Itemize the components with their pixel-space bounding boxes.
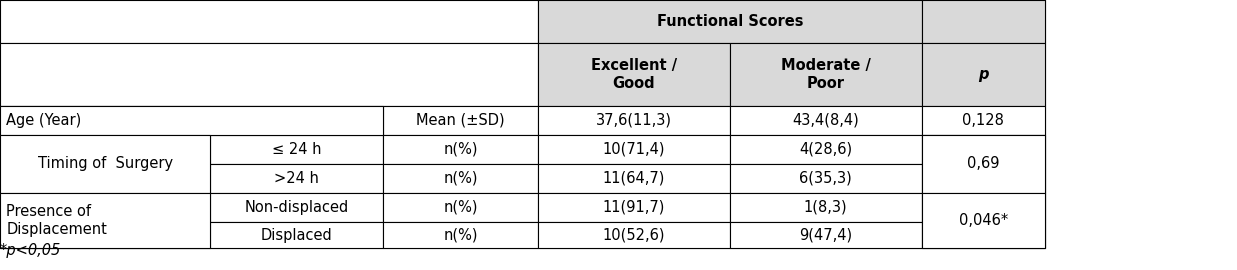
Bar [210,193,383,222]
Bar [0,135,210,193]
Text: 11(91,7): 11(91,7) [602,200,666,215]
Bar [538,135,730,164]
Text: Mean (±SD): Mean (±SD) [417,113,505,128]
Text: Timing of  Surgery: Timing of Surgery [37,156,173,171]
Bar [0,43,538,106]
Text: 43,4(8,4): 43,4(8,4) [793,113,858,128]
Text: 0,69: 0,69 [967,156,999,171]
Text: >24 h: >24 h [275,171,319,186]
Text: 10(52,6): 10(52,6) [602,228,666,243]
Bar [210,164,383,193]
Bar [538,222,730,248]
Bar [538,43,730,106]
Text: n(%): n(%) [444,142,477,157]
Text: Excellent /
Good: Excellent / Good [591,58,677,91]
Text: 11(64,7): 11(64,7) [602,171,666,186]
Text: 6(35,3): 6(35,3) [799,171,852,186]
Bar [0,135,210,164]
Text: Displaced: Displaced [261,228,333,243]
Text: 4(28,6): 4(28,6) [799,142,852,157]
Bar [538,193,730,222]
Bar [922,135,1045,193]
Bar [0,222,210,248]
Bar [730,222,922,248]
Text: Non-displaced: Non-displaced [245,200,349,215]
Text: n(%): n(%) [444,171,477,186]
Bar [383,106,538,135]
Text: n(%): n(%) [444,228,477,243]
Bar [383,222,538,248]
Bar [922,106,1045,135]
Text: 10(71,4): 10(71,4) [602,142,666,157]
Bar [0,0,538,43]
Bar [730,164,922,193]
Bar [538,164,730,193]
Bar [922,43,1045,106]
Bar [0,193,210,248]
Text: p: p [978,67,988,82]
Bar [922,193,1045,248]
Bar [0,106,383,135]
Text: Presence of
Displacement: Presence of Displacement [6,204,108,237]
Bar [383,135,538,164]
Bar [383,193,538,222]
Bar [730,106,922,135]
Bar [210,222,383,248]
Text: *p<0,05: *p<0,05 [0,243,62,258]
Text: ≤ 24 h: ≤ 24 h [272,142,322,157]
Bar [922,164,1045,193]
Bar [0,193,210,222]
Bar [730,135,922,164]
Bar [210,106,383,135]
Bar [210,135,383,164]
Bar [922,135,1045,164]
Bar [730,43,922,106]
Text: n(%): n(%) [444,200,477,215]
Bar [538,106,730,135]
Text: Moderate /
Poor: Moderate / Poor [781,58,871,91]
Bar [730,193,922,222]
Text: Functional Scores: Functional Scores [657,14,803,29]
Bar [0,0,1045,248]
Bar [922,193,1045,222]
Text: 1(8,3): 1(8,3) [804,200,847,215]
Text: 0,128: 0,128 [962,113,1004,128]
Bar [0,106,210,135]
Text: 37,6(11,3): 37,6(11,3) [596,113,672,128]
Bar [538,0,922,43]
Bar [922,0,1045,43]
Text: 0,046*: 0,046* [959,213,1008,228]
Bar [0,164,210,193]
Text: 9(47,4): 9(47,4) [799,228,852,243]
Text: Age (Year): Age (Year) [6,113,82,128]
Bar [383,164,538,193]
Bar [922,222,1045,248]
